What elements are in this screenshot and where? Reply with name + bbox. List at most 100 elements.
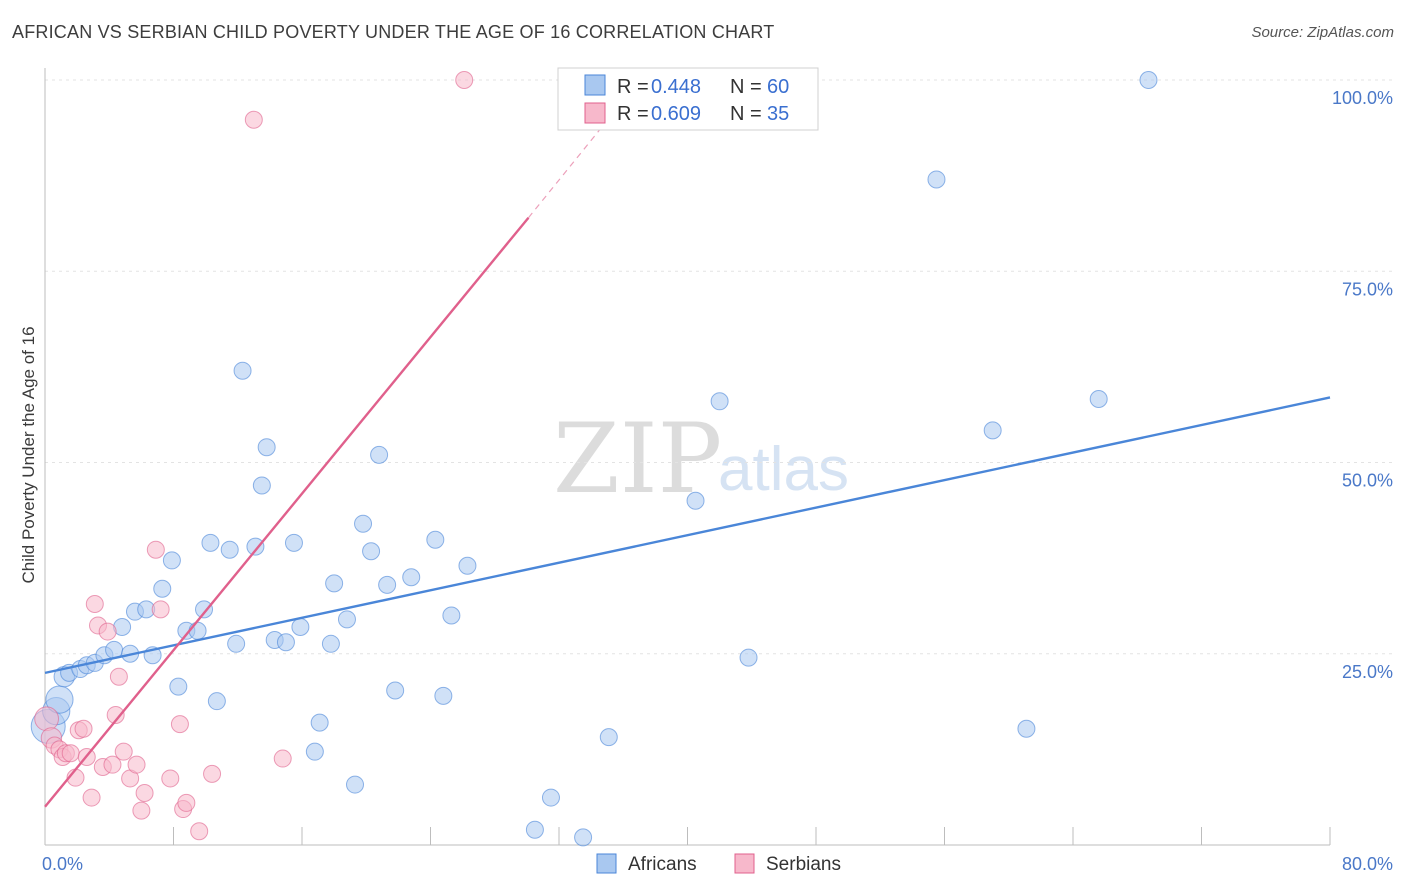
point-africans-52 <box>599 728 618 747</box>
point-africans-34 <box>310 713 329 732</box>
trend-line-africans <box>44 396 1331 675</box>
point-africans-56 <box>927 170 946 189</box>
stats-legend-r-value-africans: 0.448 <box>651 76 701 98</box>
stats-legend-r-value-serbians: 0.609 <box>651 103 701 125</box>
legend-label-serbians: Serbians <box>766 854 841 875</box>
point-serbians-31 <box>203 764 222 783</box>
point-serbians-26 <box>161 769 180 788</box>
legend-label-africans: Africans <box>628 854 697 875</box>
source-label: Source: ZipAtlas.com <box>1251 24 1394 41</box>
point-africans-23 <box>220 540 239 559</box>
point-africans-57 <box>983 421 1002 440</box>
point-africans-35 <box>321 634 340 653</box>
point-serbians-25 <box>151 600 170 619</box>
point-serbians-32 <box>244 110 263 129</box>
point-serbians-29 <box>177 793 196 812</box>
stats-legend-swatch-serbians <box>584 102 606 124</box>
point-africans-38 <box>346 775 365 794</box>
point-africans-31 <box>284 533 303 552</box>
y-tick-label-25: 25.0% <box>1342 662 1393 682</box>
point-africans-32 <box>291 617 310 636</box>
trend-line-serbians <box>44 216 530 808</box>
point-africans-39 <box>354 514 373 533</box>
point-serbians-17 <box>106 705 125 724</box>
point-africans-53 <box>686 491 705 510</box>
point-africans-33 <box>305 742 324 761</box>
point-africans-45 <box>426 530 445 549</box>
point-africans-50 <box>541 788 560 807</box>
stats-legend-swatch-africans <box>584 74 606 96</box>
point-serbians-23 <box>135 783 154 802</box>
point-africans-16 <box>162 551 181 570</box>
point-africans-36 <box>325 574 344 593</box>
point-serbians-15 <box>98 622 117 641</box>
point-africans-21 <box>201 533 220 552</box>
data-points <box>30 71 1158 847</box>
point-africans-49 <box>525 820 544 839</box>
x-tick-label-80: 80.0% <box>1342 854 1393 874</box>
point-africans-41 <box>370 445 389 464</box>
point-serbians-30 <box>190 822 209 841</box>
legend-swatch-serbians <box>734 853 755 874</box>
point-serbians-9 <box>74 719 93 738</box>
point-serbians-24 <box>146 540 165 559</box>
point-africans-44 <box>402 568 421 587</box>
point-africans-22 <box>207 692 226 711</box>
point-africans-30 <box>276 633 295 652</box>
point-africans-51 <box>574 828 593 847</box>
point-africans-27 <box>252 476 271 495</box>
point-serbians-16 <box>103 755 122 774</box>
point-serbians-0 <box>34 706 60 732</box>
point-africans-59 <box>1089 390 1108 409</box>
chart-title: AFRICAN VS SERBIAN CHILD POVERTY UNDER T… <box>12 22 775 42</box>
point-serbians-34 <box>455 71 474 89</box>
point-africans-24 <box>227 634 246 653</box>
point-serbians-6 <box>61 744 80 763</box>
point-africans-40 <box>362 542 381 561</box>
point-africans-20 <box>195 600 214 619</box>
point-africans-60 <box>1139 71 1158 89</box>
point-africans-47 <box>442 606 461 625</box>
stats-legend-n-value-serbians: 35 <box>767 103 789 125</box>
y-tick-label-75: 75.0% <box>1342 279 1393 299</box>
stats-legend-r-label-serbians: R = <box>617 103 649 125</box>
point-africans-28 <box>257 438 276 457</box>
stats-legend-n-label-africans: N = <box>730 76 762 98</box>
point-serbians-21 <box>127 755 146 774</box>
point-africans-55 <box>739 648 758 667</box>
point-africans-15 <box>153 579 172 598</box>
y-tick-label-100: 100.0% <box>1332 88 1393 108</box>
point-africans-42 <box>378 575 397 594</box>
stats-legend-r-label-africans: R = <box>617 76 649 98</box>
stats-legend: R = 0.448 N = 60 R = 0.609 N = 35 <box>557 67 819 131</box>
legend-swatch-africans <box>596 853 617 874</box>
series-legend: Africans Serbians <box>596 853 841 875</box>
point-africans-19 <box>188 621 207 640</box>
stats-legend-n-label-serbians: N = <box>730 103 762 125</box>
point-africans-48 <box>458 556 477 575</box>
point-serbians-18 <box>109 667 128 686</box>
point-serbians-11 <box>82 788 101 807</box>
x-tick-label-0: 0.0% <box>42 854 83 874</box>
point-africans-46 <box>434 686 453 705</box>
x-ticks <box>44 827 1331 845</box>
point-africans-25 <box>233 361 252 380</box>
point-serbians-33 <box>273 749 292 768</box>
point-africans-26 <box>246 537 265 556</box>
point-serbians-12 <box>85 595 104 614</box>
y-axis-title: Child Poverty Under the Age of 16 <box>19 326 38 583</box>
point-serbians-19 <box>114 742 133 761</box>
watermark-atlas: atlas <box>718 435 849 504</box>
y-tick-label-50: 50.0% <box>1342 471 1393 491</box>
point-africans-37 <box>337 610 356 629</box>
stats-legend-n-value-africans: 60 <box>767 76 789 98</box>
point-africans-17 <box>169 677 188 696</box>
point-serbians-27 <box>170 715 189 734</box>
point-africans-58 <box>1017 719 1036 738</box>
point-africans-43 <box>386 681 405 700</box>
x-tick-labels: 0.0% 80.0% <box>42 854 1393 874</box>
point-serbians-22 <box>132 801 151 820</box>
point-africans-54 <box>710 392 729 411</box>
y-tick-labels: 25.0% 50.0% 75.0% 100.0% <box>1332 88 1393 682</box>
